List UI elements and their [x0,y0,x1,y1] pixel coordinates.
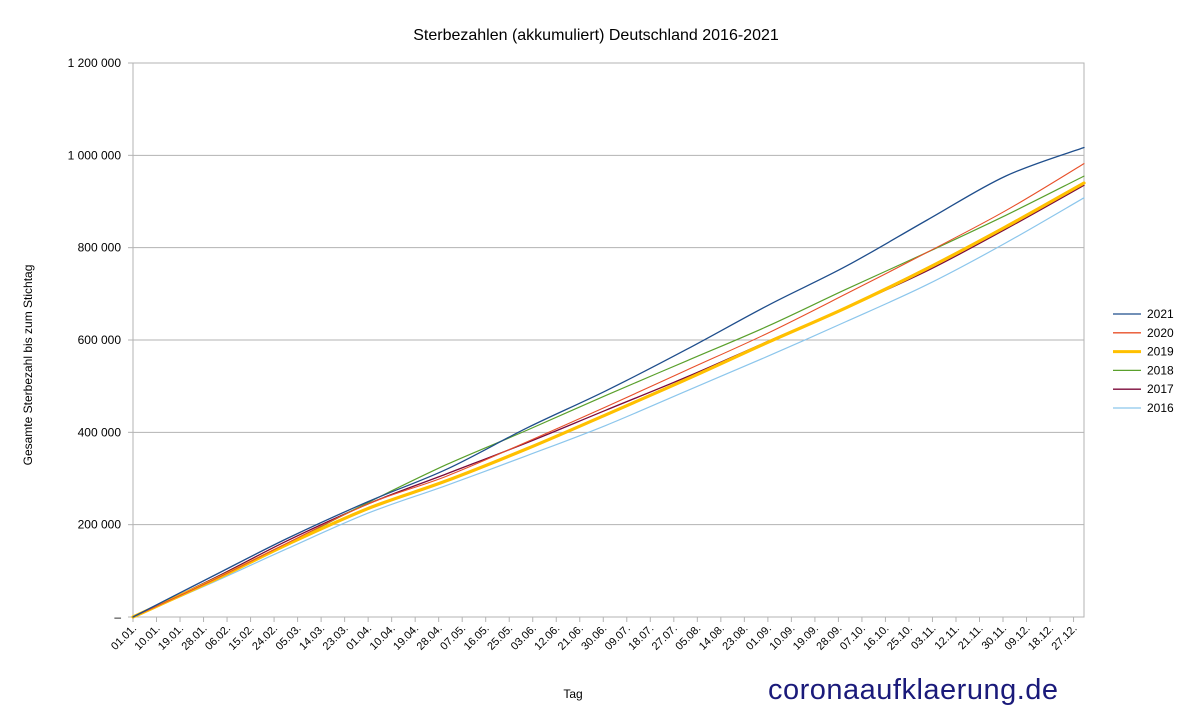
y-tick-label: – [114,610,121,624]
x-tick-label: 16.05. [462,623,492,653]
series-lines [131,146,1086,619]
x-tick-label: 01.09. [744,623,774,653]
y-tick-label: 400 000 [78,425,122,439]
x-tick-label: 10.01. [133,623,163,653]
x-tick-label: 14.03. [297,623,327,653]
x-tick-label: 15.02. [227,623,257,653]
x-tick-label: 21.11. [956,623,986,653]
x-tick-label: 23.03. [321,623,351,653]
x-tick-label: 25.05. [485,623,515,653]
x-tick-label: 12.11. [933,623,963,653]
x-tick-label: 09.07. [603,623,633,653]
legend-label-2021: 2021 [1147,307,1174,321]
legend-label-2016: 2016 [1147,401,1174,415]
x-tick-label: 07.10. [838,623,868,653]
x-tick-label: 06.02. [203,623,233,653]
series-line-2017 [132,184,1085,618]
legend-label-2020: 2020 [1147,326,1174,340]
y-ticks: – 200 000 400 000 600 000 800 000 1 000 000 1 … [68,56,133,624]
x-tick-label: 27.12. [1050,623,1080,653]
y-axis-label: Gesamte Sterbezahl bis zum Stichtag [21,265,35,466]
x-tick-label: 10.04. [368,623,398,653]
series-line-2019 [131,181,1086,619]
x-tick-label: 28.09. [814,623,844,653]
legend-label-2017: 2017 [1147,382,1174,396]
watermark: coronaaufklaerung.de [768,674,1059,706]
x-tick-label: 19.01. [156,623,186,653]
x-tick-label: 25.10. [885,623,915,653]
x-tick-label: 03.06. [509,623,539,653]
legend: 2021 2020 2019 2018 2017 2016 [1113,307,1174,415]
x-tick-label: 24.02. [250,623,280,653]
y-tick-label: 1 200 000 [68,56,122,70]
series-line-2020 [132,163,1085,618]
x-tick-label: 16.10. [861,623,891,653]
x-tick-label: 07.05. [438,623,468,653]
x-tick-label: 28.01. [180,623,210,653]
x-tick-label: 30.06. [579,623,609,653]
y-tick-label: 200 000 [78,518,122,532]
x-tick-label: 21.06. [556,623,586,653]
x-tick-label: 23.08. [720,623,750,653]
grid [132,62,1085,618]
series-line-2021 [132,146,1085,618]
x-tick-label: 28.04. [415,623,445,653]
x-tick-label: 01.04. [344,623,374,653]
x-tick-label: 12.06. [532,623,562,653]
x-tick-label: 10.09. [767,623,797,653]
x-tick-label: 19.09. [791,623,821,653]
x-tick-label: 19.04. [391,623,421,653]
y-tick-label: 600 000 [78,333,122,347]
x-axis-label: Tag [563,687,582,701]
legend-label-2019: 2019 [1147,345,1174,359]
x-tick-label: 27.07. [650,623,680,653]
x-tick-label: 18.07. [626,623,656,653]
y-tick-label: 1 000 000 [68,148,122,162]
x-tick-label: 14.08. [697,623,727,653]
x-tick-label: 05.03. [274,623,304,653]
x-tick-label: 09.12. [1003,623,1033,653]
y-tick-label: 800 000 [78,241,122,255]
chart-title: Sterbezahlen (akkumuliert) Deutschland 2… [413,27,779,44]
x-tick-label: 05.08. [673,623,703,653]
x-tick-label: 18.12. [1026,623,1056,653]
x-tick-label: 03.11. [909,623,939,653]
x-tick-label: 01.01. [109,623,139,653]
x-ticks: 01.01.10.01.19.01.28.01.06.02.15.02.24.0… [109,617,1080,653]
series-line-2016 [132,197,1085,618]
legend-label-2018: 2018 [1147,363,1174,377]
